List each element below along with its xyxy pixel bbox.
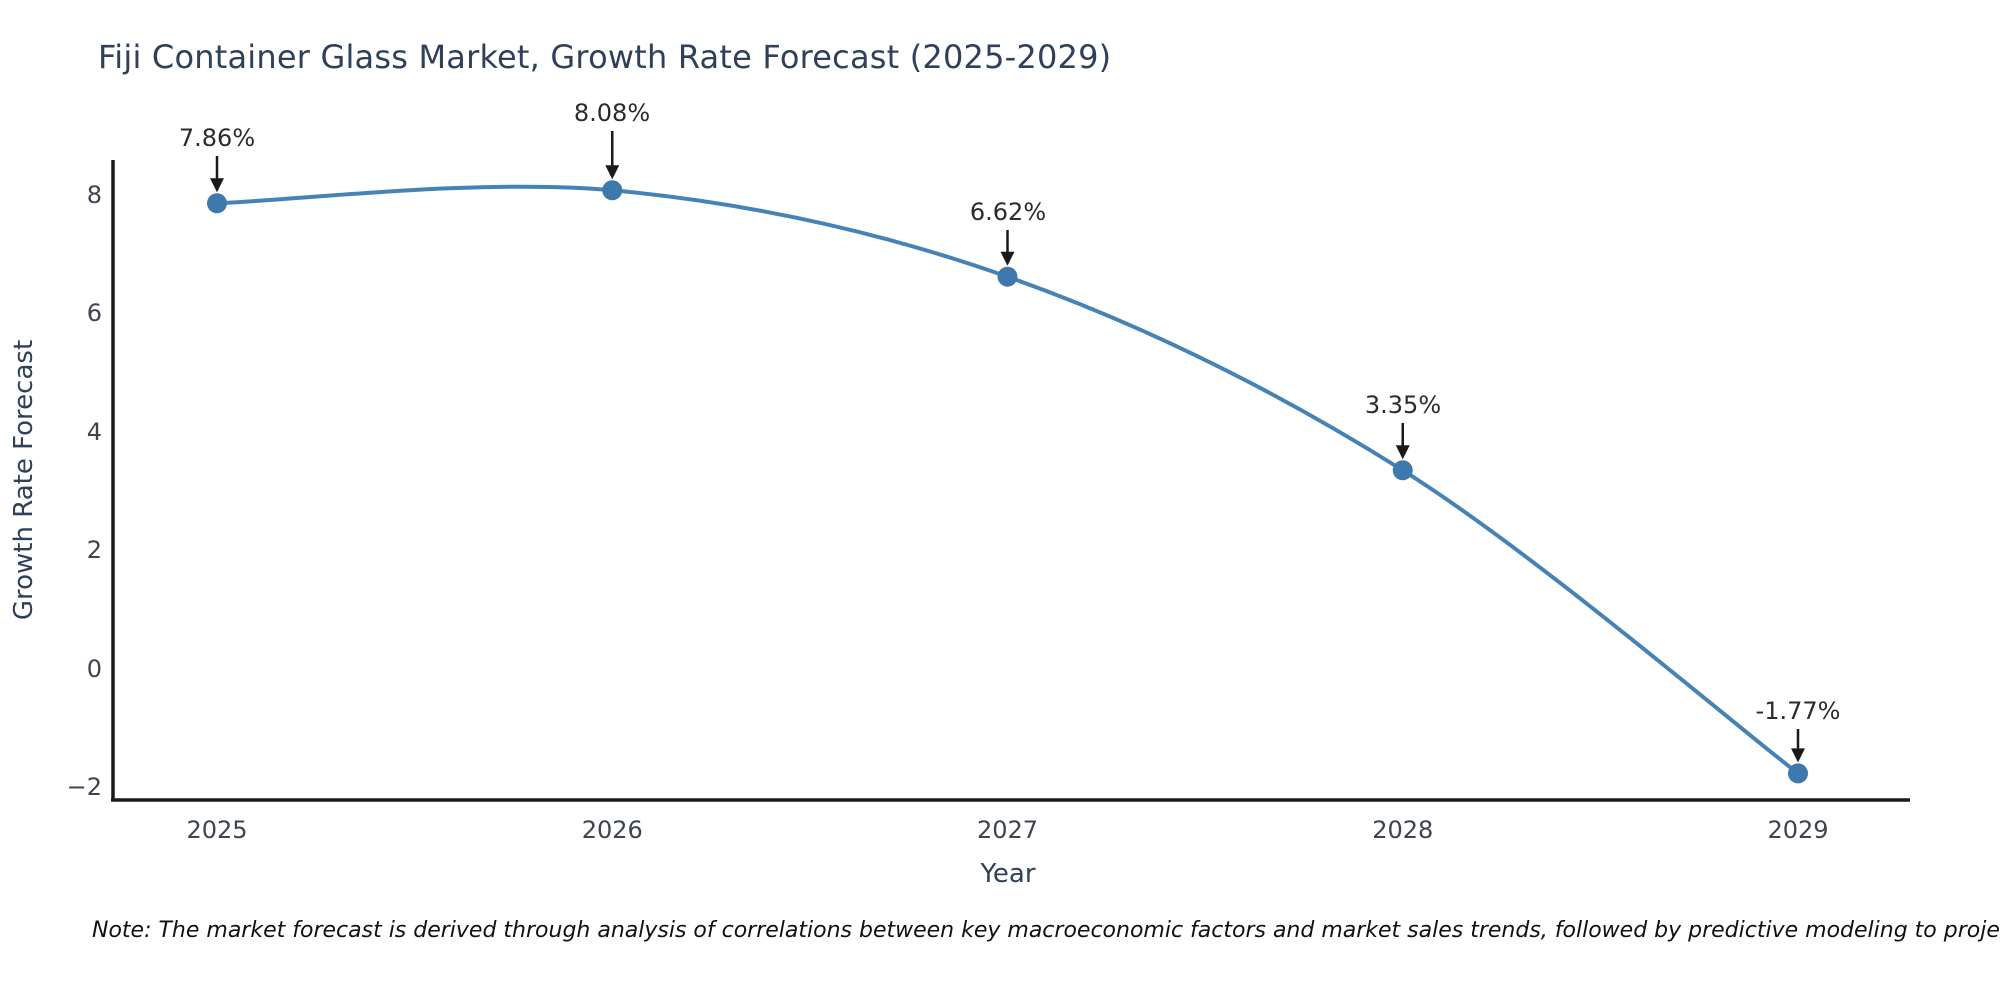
y-tick-neg2: −2	[66, 773, 102, 801]
x-tick-2025: 2025	[186, 816, 248, 844]
x-tick-2029: 2029	[1767, 816, 1829, 844]
data-point-2027	[997, 266, 1018, 287]
y-axis-title: Growth Rate Forecast	[9, 339, 39, 621]
annotation-arrowhead	[1791, 748, 1805, 763]
point-label-2025: 7.86%	[178, 124, 256, 152]
chart-title: Fiji Container Glass Market, Growth Rate…	[98, 38, 1112, 76]
data-point-2026	[602, 180, 623, 201]
y-tick-4: 4	[86, 417, 102, 446]
x-tick-2026: 2026	[581, 816, 643, 844]
forecast-line	[216, 184, 1800, 775]
x-tick-2027: 2027	[976, 816, 1039, 844]
x-axis-title: Year	[980, 859, 1036, 889]
annotation-arrows	[210, 131, 1805, 763]
annotation-arrowhead	[210, 178, 224, 193]
annotation-arrowhead	[1395, 445, 1410, 460]
y-tick-0: 0	[86, 654, 102, 683]
y-tick-6: 6	[86, 299, 102, 328]
data-point-2025	[207, 193, 227, 214]
point-label-2029: -1.77%	[1755, 697, 1841, 725]
data-point-2029	[1788, 763, 1808, 784]
annotation-arrowhead	[1000, 251, 1015, 266]
y-tick-2: 2	[86, 536, 102, 565]
point-label-2026: 8.08%	[573, 99, 651, 127]
annotation-arrowhead	[605, 165, 620, 180]
footnote: Note: The market forecast is derived thr…	[92, 918, 2000, 943]
point-label-2028: 3.35%	[1364, 391, 1442, 419]
x-tick-2028: 2028	[1372, 816, 1434, 844]
point-label-2027: 6.62%	[969, 198, 1047, 226]
y-tick-8: 8	[86, 181, 102, 209]
data-point-2028	[1392, 460, 1413, 481]
line-series	[207, 180, 1808, 784]
